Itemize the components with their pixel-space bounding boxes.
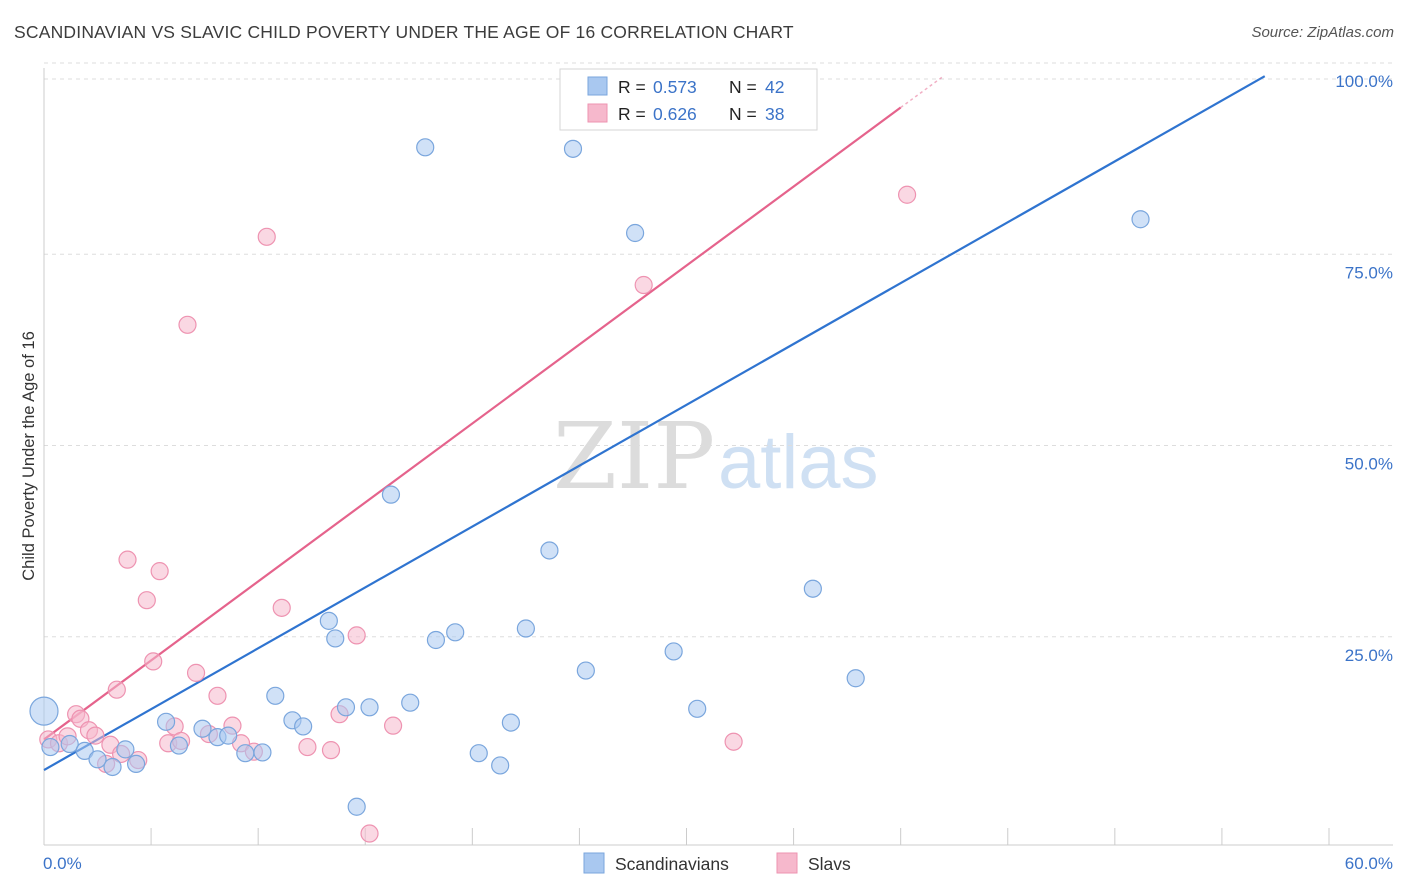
data-point-scandinavians xyxy=(576,661,595,680)
trend-line-scandinavians xyxy=(43,75,1266,771)
stats-n-label: N = xyxy=(729,104,762,124)
data-point-slavs xyxy=(897,185,917,204)
data-point-scandinavians xyxy=(88,750,107,769)
watermark-zip: ZIP xyxy=(553,403,715,510)
data-point-scandinavians xyxy=(29,696,59,726)
legend-swatch-slavs xyxy=(776,852,798,874)
data-point-slavs xyxy=(150,562,169,581)
data-point-scandinavians xyxy=(516,619,535,638)
data-point-slavs xyxy=(178,315,197,334)
data-point-slavs xyxy=(321,741,341,760)
stats-legend: R = 0.573 N = 42 R = 0.626 N = 38 xyxy=(559,68,818,131)
data-point-scandinavians xyxy=(360,698,379,717)
x-tick-marks xyxy=(150,828,1330,845)
trend-line-slavs xyxy=(43,106,902,741)
data-point-slavs xyxy=(208,686,227,705)
legend-label-scandinavians: Scandinavians xyxy=(615,854,729,874)
data-point-slavs xyxy=(86,726,105,745)
data-points xyxy=(29,70,1150,843)
data-point-scandinavians xyxy=(253,743,272,762)
chart-title: SCANDINAVIAN VS SLAVIC CHILD POVERTY UND… xyxy=(14,22,794,42)
data-point-scandinavians xyxy=(846,669,865,688)
data-point-scandinavians xyxy=(401,693,420,712)
gridlines xyxy=(44,62,1393,638)
trend-line-slavs-extension xyxy=(900,75,944,109)
stats-legend-swatch-blue xyxy=(587,76,608,96)
data-point-slavs xyxy=(137,591,156,610)
data-point-slavs xyxy=(347,626,366,645)
stats-n-value: 38 xyxy=(765,104,784,124)
data-point-scandinavians xyxy=(169,736,189,755)
data-point-scandinavians xyxy=(266,686,285,705)
stats-n-label: N = xyxy=(729,77,762,97)
data-point-scandinavians xyxy=(116,740,135,759)
y-axis-label: Child Poverty Under the Age of 16 xyxy=(20,331,38,580)
y-tick-label: 75.0% xyxy=(1345,263,1393,282)
data-point-scandinavians xyxy=(540,541,559,560)
x-tick-label-max: 60.0% xyxy=(1345,854,1393,873)
data-point-slavs xyxy=(634,275,653,295)
data-point-slavs xyxy=(186,663,206,682)
data-point-scandinavians xyxy=(75,741,94,761)
stats-n-value: 42 xyxy=(765,77,784,97)
data-point-slavs xyxy=(383,716,403,735)
data-point-scandinavians xyxy=(469,744,488,763)
data-point-scandinavians xyxy=(416,138,435,157)
data-point-scandinavians xyxy=(60,734,79,754)
data-point-scandinavians xyxy=(326,629,345,648)
data-point-scandinavians xyxy=(381,485,401,504)
data-point-scandinavians xyxy=(336,698,356,717)
y-tick-label: 50.0% xyxy=(1345,455,1393,474)
legend-swatch-scandinavians xyxy=(583,852,605,874)
stats-r-value: 0.626 xyxy=(653,104,697,124)
watermark-atlas: atlas xyxy=(718,420,879,505)
stats-r-label: R = xyxy=(618,77,651,97)
data-point-slavs xyxy=(272,598,291,617)
series-legend: Scandinavians Slavs xyxy=(583,852,851,874)
y-tick-label: 100.0% xyxy=(1335,72,1393,91)
legend-label-slavs: Slavs xyxy=(808,854,851,874)
data-point-scandinavians xyxy=(156,712,176,731)
data-point-scandinavians xyxy=(294,717,313,736)
data-point-scandinavians xyxy=(688,699,707,718)
data-point-slavs xyxy=(298,737,317,757)
data-point-scandinavians xyxy=(625,223,645,243)
data-point-scandinavians xyxy=(319,611,338,630)
data-point-scandinavians xyxy=(446,623,465,642)
data-point-slavs xyxy=(360,824,379,843)
data-point-scandinavians xyxy=(347,797,366,816)
data-point-scandinavians xyxy=(563,139,583,158)
data-point-slavs xyxy=(118,550,137,569)
data-point-slavs xyxy=(107,680,126,699)
data-point-scandinavians xyxy=(126,754,146,774)
data-point-scandinavians xyxy=(219,726,238,745)
data-point-slavs xyxy=(724,732,743,751)
y-tick-labels: 25.0% 50.0% 75.0% 100.0% xyxy=(1335,72,1393,665)
data-point-scandinavians xyxy=(426,630,446,650)
data-point-scandinavians xyxy=(664,642,683,661)
stats-r-value: 0.573 xyxy=(653,77,697,97)
x-tick-label-min: 0.0% xyxy=(43,854,82,873)
stats-r-label: R = xyxy=(618,104,651,124)
data-point-slavs xyxy=(257,227,276,246)
data-point-scandinavians xyxy=(236,744,255,763)
data-point-scandinavians xyxy=(1131,210,1150,229)
data-point-slavs xyxy=(144,652,163,671)
data-point-scandinavians xyxy=(501,713,520,732)
data-point-scandinavians xyxy=(193,719,212,738)
watermark: ZIP atlas xyxy=(553,403,879,510)
data-point-scandinavians xyxy=(803,579,822,598)
source-attribution: Source: ZipAtlas.com xyxy=(1251,24,1394,41)
data-point-scandinavians xyxy=(41,737,60,757)
stats-legend-swatch-pink xyxy=(587,103,608,123)
data-point-scandinavians xyxy=(103,757,122,777)
trend-lines xyxy=(43,75,1266,771)
y-tick-label: 25.0% xyxy=(1345,646,1393,665)
data-point-scandinavians xyxy=(491,756,510,775)
